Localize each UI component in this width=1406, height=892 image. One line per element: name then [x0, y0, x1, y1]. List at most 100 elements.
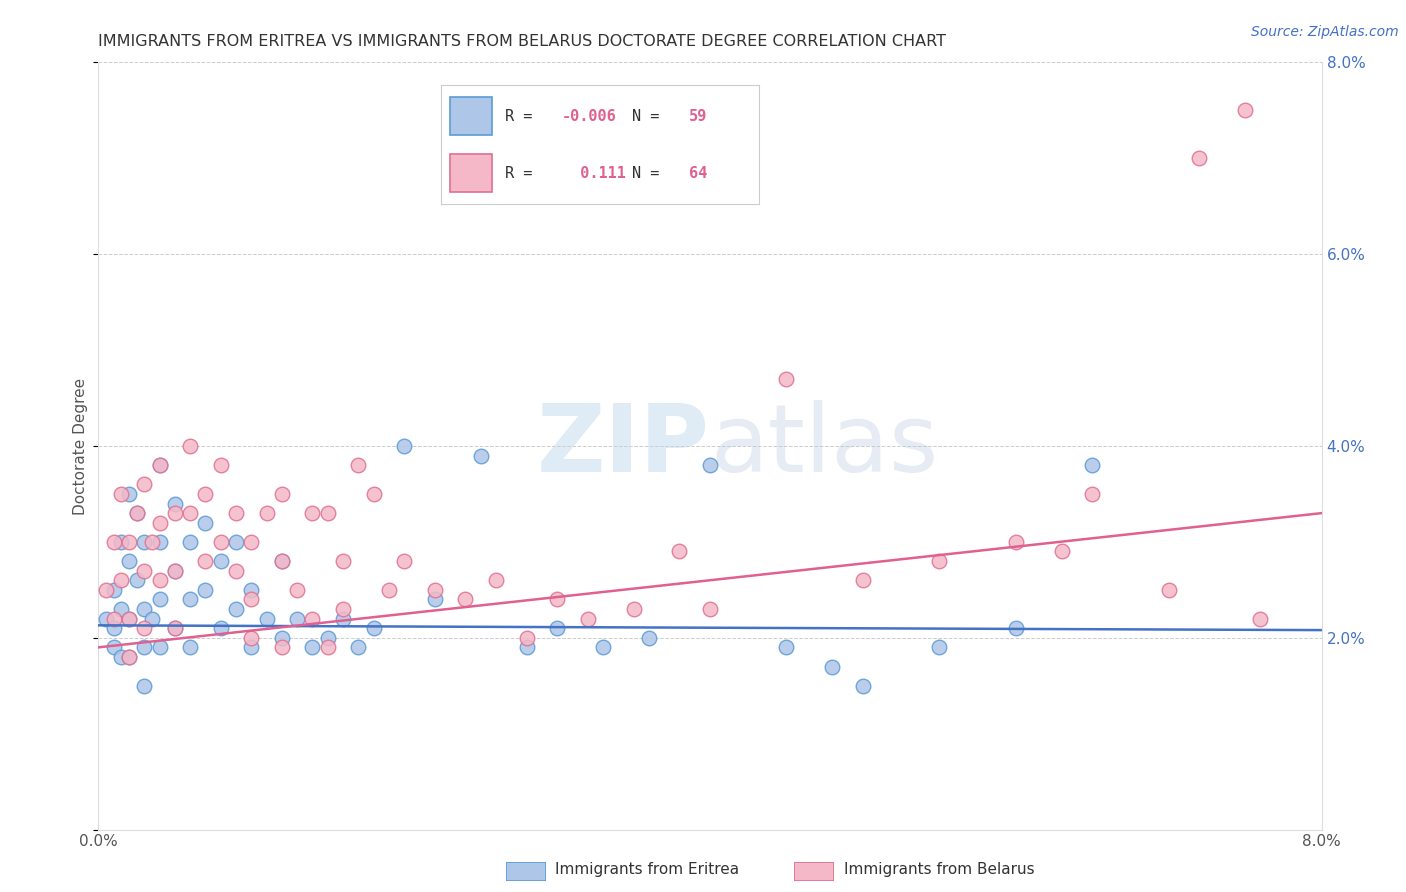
Point [256, 612, 278, 626]
Point [163, 564, 186, 578]
Point [149, 592, 172, 607]
Point [1004, 535, 1026, 549]
Text: IMMIGRANTS FROM ERITREA VS IMMIGRANTS FROM BELARUS DOCTORATE DEGREE CORRELATION : IMMIGRANTS FROM ERITREA VS IMMIGRANTS FR… [98, 34, 946, 49]
Point [347, 458, 370, 473]
Point [1234, 103, 1257, 118]
Point [423, 582, 446, 597]
Point [103, 621, 125, 635]
Point [194, 516, 217, 530]
Point [149, 640, 172, 655]
Point [125, 573, 148, 587]
Point [194, 582, 217, 597]
Point [179, 640, 201, 655]
Point [194, 487, 217, 501]
Point [470, 449, 492, 463]
Point [103, 640, 125, 655]
Point [118, 535, 141, 549]
Point [637, 631, 661, 645]
Point [316, 640, 339, 655]
Point [125, 506, 148, 520]
Point [94, 582, 117, 597]
Point [347, 640, 370, 655]
Point [270, 631, 294, 645]
Point [179, 439, 201, 453]
Point [179, 535, 201, 549]
Text: ZIP: ZIP [537, 400, 710, 492]
Point [285, 612, 308, 626]
Point [118, 554, 141, 568]
Point [149, 458, 172, 473]
Point [699, 458, 721, 473]
Point [103, 535, 125, 549]
Point [118, 487, 141, 501]
Point [225, 506, 247, 520]
Point [163, 506, 186, 520]
Point [225, 564, 247, 578]
Point [332, 612, 354, 626]
Point [392, 554, 416, 568]
Point [852, 679, 875, 693]
Point [134, 535, 156, 549]
Point [240, 631, 263, 645]
Point [240, 640, 263, 655]
Point [316, 506, 339, 520]
Point [332, 554, 354, 568]
Point [775, 640, 797, 655]
Point [821, 659, 844, 673]
Point [623, 602, 645, 616]
Point [1081, 487, 1104, 501]
Point [332, 602, 354, 616]
Text: Source: ZipAtlas.com: Source: ZipAtlas.com [1251, 25, 1399, 39]
Point [576, 612, 599, 626]
Point [94, 612, 117, 626]
Point [225, 535, 247, 549]
Point [209, 554, 232, 568]
Point [270, 487, 294, 501]
Point [103, 612, 125, 626]
Point [270, 554, 294, 568]
Text: Immigrants from Belarus: Immigrants from Belarus [844, 863, 1035, 877]
Y-axis label: Doctorate Degree: Doctorate Degree [73, 377, 87, 515]
Point [240, 592, 263, 607]
Point [378, 582, 401, 597]
Point [516, 640, 538, 655]
Point [1081, 458, 1104, 473]
Point [179, 592, 201, 607]
Point [240, 535, 263, 549]
Point [110, 602, 132, 616]
Point [852, 573, 875, 587]
Point [363, 487, 385, 501]
Point [316, 631, 339, 645]
Point [209, 535, 232, 549]
Point [516, 631, 538, 645]
Point [1004, 621, 1026, 635]
Point [134, 602, 156, 616]
Point [149, 516, 172, 530]
Point [1249, 612, 1271, 626]
Point [592, 640, 614, 655]
Point [301, 612, 323, 626]
Point [775, 372, 797, 386]
Point [546, 621, 568, 635]
Point [363, 621, 385, 635]
Point [134, 621, 156, 635]
Point [301, 640, 323, 655]
Point [423, 592, 446, 607]
Point [1157, 582, 1180, 597]
Point [149, 458, 172, 473]
Point [134, 679, 156, 693]
Point [209, 621, 232, 635]
Point [209, 458, 232, 473]
Point [194, 554, 217, 568]
Point [392, 439, 416, 453]
Point [163, 621, 186, 635]
Point [118, 649, 141, 664]
Point [270, 640, 294, 655]
Point [1188, 151, 1211, 165]
Point [668, 544, 690, 558]
Point [149, 573, 172, 587]
Point [179, 506, 201, 520]
Point [110, 573, 132, 587]
Point [118, 612, 141, 626]
Point [546, 592, 568, 607]
